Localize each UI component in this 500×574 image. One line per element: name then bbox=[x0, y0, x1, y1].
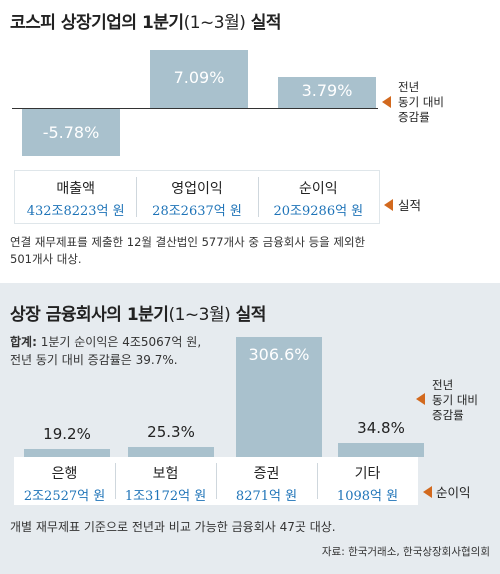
chart2-value-label: 19.2% bbox=[43, 425, 91, 444]
chart2-title-paren: (1~3월) bbox=[168, 305, 231, 325]
chart2-bar bbox=[338, 443, 424, 457]
chart2-amount-value: 1098억 원 bbox=[336, 489, 399, 504]
chart2-change-pointer-icon bbox=[416, 393, 425, 405]
chart1-value-label: -5.78% bbox=[42, 122, 100, 142]
chart1-cell-separator bbox=[136, 177, 138, 217]
chart1-category-label: 영업이익 bbox=[171, 181, 223, 197]
chart1-note: 연결 재무제표를 제출한 12월 결산법인 577개사 중 금융회사 등을 제외… bbox=[10, 234, 365, 268]
chart1-amount-value: 432조8223억 원 bbox=[26, 204, 125, 219]
chart1-note-line: 501개사 대상. bbox=[10, 252, 82, 266]
chart2-category-cell: 기타 1098억 원 bbox=[317, 457, 418, 511]
chart2-amount-pointer-icon bbox=[423, 486, 432, 498]
chart2-cell-separator bbox=[115, 463, 116, 499]
chart2-total-note: 합계: 1분기 순이익은 4조5067억 원, 전년 동기 대비 증감률은 39… bbox=[10, 333, 201, 369]
chart2-amount-value: 1조3172억 원 bbox=[124, 489, 207, 504]
chart2-category-cell: 보험 1조3172억 원 bbox=[115, 457, 216, 511]
kospi-panel: 코스피 상장기업의 1분기(1~3월) 실적 -5.78% 7.09% 3.79% … bbox=[0, 0, 500, 283]
chart1-value-label: 7.09% bbox=[173, 67, 225, 87]
chart2-category-label: 보험 bbox=[152, 466, 179, 482]
chart1-bar bbox=[22, 109, 120, 157]
chart2-cell-separator bbox=[216, 463, 217, 499]
chart2-value-label: 34.8% bbox=[357, 419, 405, 438]
chart1-category-label: 순이익 bbox=[299, 181, 338, 197]
chart1-amount-value: 20조9286억 원 bbox=[273, 204, 364, 219]
chart1-change-label: 전년 동기 대비 증감률 bbox=[398, 80, 444, 125]
chart1-change-label-line: 전년 bbox=[398, 80, 420, 94]
chart2-title-suffix: 실적 bbox=[235, 305, 267, 325]
chart2-change-label-line: 증감률 bbox=[432, 408, 464, 422]
chart1-amount-value: 28조2637억 원 bbox=[152, 204, 242, 219]
chart2-change-label: 전년 동기 대비 증감률 bbox=[432, 378, 478, 423]
chart1-amount-box: 매출액 432조8223억 원 영업이익 28조2637억 원 순이익 20조9286억 … bbox=[14, 170, 380, 224]
chart2-category-label: 기타 bbox=[354, 466, 381, 482]
chart1-change-pointer-icon bbox=[382, 96, 391, 108]
chart1-change-label-line: 증감률 bbox=[398, 110, 430, 124]
chart1-change-label-line: 동기 대비 bbox=[398, 95, 444, 109]
chart1-amount-label: 실적 bbox=[398, 198, 422, 213]
chart2-category-label: 은행 bbox=[51, 466, 78, 482]
chart2-category-label: 증권 bbox=[253, 466, 280, 482]
chart1-value-label: 3.79% bbox=[301, 81, 353, 101]
chart2-cell-separator bbox=[317, 463, 318, 499]
chart1-category-cell: 순이익 20조9286억 원 bbox=[258, 171, 379, 230]
chart1-category-cell: 매출액 432조8223억 원 bbox=[15, 171, 136, 230]
chart2-category-cell: 은행 2조2527억 원 bbox=[14, 457, 115, 511]
chart1-category-cell: 영업이익 28조2637억 원 bbox=[136, 171, 257, 230]
chart1-title-main: 코스피 상장기업의 1분기 bbox=[10, 13, 184, 33]
chart2-total-label: 합계: bbox=[10, 335, 37, 349]
chart2-title-main: 상장 금융회사의 1분기 bbox=[10, 305, 169, 325]
chart2-total-line: 전년 동기 대비 증감률은 39.7%. bbox=[10, 353, 178, 367]
chart2-note: 개별 재무제표 기준으로 전년과 비교 가능한 금융회사 47곳 대상. bbox=[10, 520, 336, 534]
chart1-bar bbox=[150, 49, 248, 108]
chart1-title: 코스피 상장기업의 1분기(1~3월) 실적 bbox=[10, 8, 282, 33]
financial-panel: 상장 금융회사의 1분기(1~3월) 실적 합계: 1분기 순이익은 4조506… bbox=[0, 283, 500, 574]
chart2-amount-label: 순이익 bbox=[436, 485, 471, 500]
chart2-bar bbox=[236, 336, 322, 457]
chart1-category-label: 매출액 bbox=[56, 181, 95, 197]
chart1-amount-pointer-icon bbox=[384, 199, 393, 211]
chart2-category-cell: 증권 8271억 원 bbox=[216, 457, 317, 511]
chart2-total-line: 1분기 순이익은 4조5067억 원, bbox=[40, 335, 202, 349]
chart2-value-label: 306.6% bbox=[248, 344, 310, 364]
chart2-change-label-line: 동기 대비 bbox=[432, 393, 478, 407]
chart2-amount-value: 2조2527억 원 bbox=[23, 489, 106, 504]
chart2-value-label: 25.3% bbox=[147, 423, 195, 442]
chart1-title-paren: (1~3월) bbox=[183, 13, 246, 33]
chart2-title: 상장 금융회사의 1분기(1~3월) 실적 bbox=[10, 300, 266, 325]
chart2-amount-box: 은행 2조2527억 원 보험 1조3172억 원 증권 8271억 원 기타 1098억 원 bbox=[14, 457, 418, 505]
chart2-source: 자료: 한국거래소, 한국상장회사협의회 bbox=[321, 546, 490, 558]
chart2-bar bbox=[128, 447, 214, 457]
chart1-baseline bbox=[12, 108, 378, 109]
chart2-amount-value: 8271억 원 bbox=[235, 489, 298, 504]
chart1-cell-separator bbox=[257, 177, 259, 217]
chart1-title-suffix: 실적 bbox=[250, 13, 282, 33]
chart2-change-label-line: 전년 bbox=[432, 378, 454, 392]
chart2-bar bbox=[24, 449, 110, 457]
chart1-bar bbox=[278, 76, 376, 108]
chart1-note-line: 연결 재무제표를 제출한 12월 결산법인 577개사 중 금융회사 등을 제외… bbox=[10, 235, 366, 249]
